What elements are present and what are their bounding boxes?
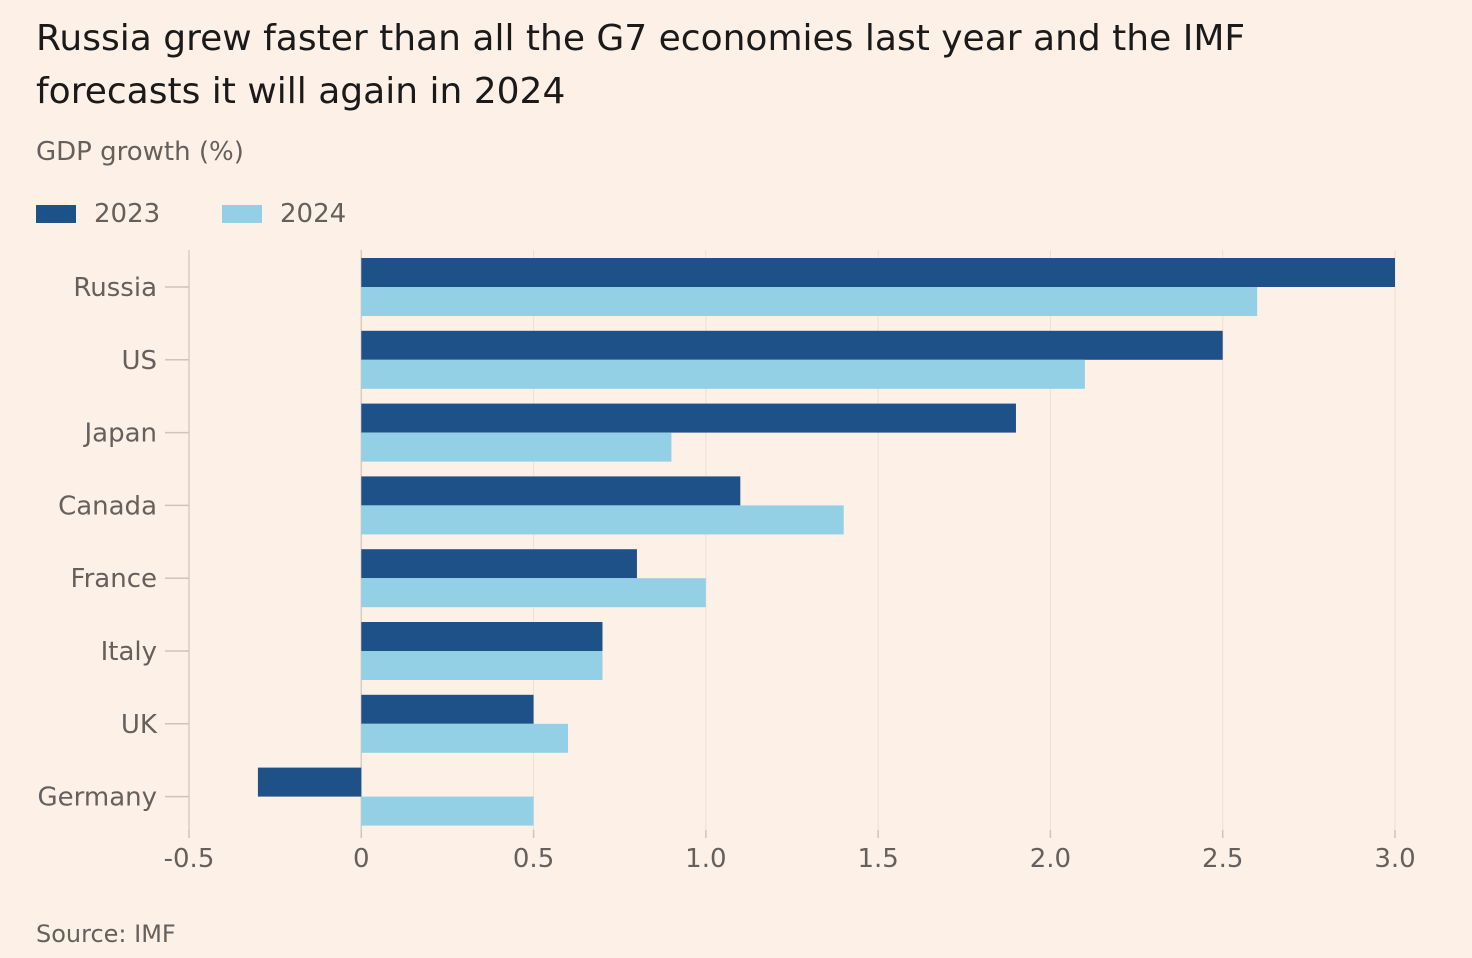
bar-2024-france xyxy=(361,578,706,608)
bar-2024-canada xyxy=(361,505,844,535)
x-tick-label: 1.5 xyxy=(857,844,898,874)
category-label: Japan xyxy=(82,419,157,449)
category-label: France xyxy=(71,564,157,594)
legend-item-2023: 2023 xyxy=(36,198,160,230)
category-label: UK xyxy=(121,710,158,740)
x-tick-label: 2.5 xyxy=(1202,844,1243,874)
legend-swatch-2024 xyxy=(222,205,262,223)
category-label: Canada xyxy=(58,491,157,521)
bar-2024-germany xyxy=(361,796,534,826)
bar-2024-japan xyxy=(361,432,672,462)
category-label: Russia xyxy=(73,273,157,303)
bar-chart: -0.5 0 0.5 1.0 1.5 2.0 2.5 3.0 Russia US Japan Cana… xyxy=(37,250,1416,874)
bar-2024-italy xyxy=(361,651,603,680)
bar-2024-russia xyxy=(361,287,1258,316)
legend-label-2023: 2023 xyxy=(94,199,161,229)
x-tick-label: 2.0 xyxy=(1030,844,1071,874)
bar-2024-uk xyxy=(361,723,569,753)
legend-label-2024: 2024 xyxy=(280,199,347,229)
bar-2023-us xyxy=(361,330,1223,360)
chart-subtitle: GDP growth (%) xyxy=(36,137,244,167)
x-tick-label: 3.0 xyxy=(1374,844,1415,874)
bar-2023-uk xyxy=(361,694,534,724)
x-tick-label: -0.5 xyxy=(164,844,215,874)
bar-2023-france xyxy=(361,549,637,579)
bar-2023-japan xyxy=(361,403,1016,433)
category-label: US xyxy=(121,346,157,376)
x-tick-label: 0 xyxy=(353,844,370,874)
x-tick-label: 1.0 xyxy=(685,844,726,874)
chart-title: Russia grew faster than all the G7 econo… xyxy=(36,18,1246,112)
source-note: Source: IMF xyxy=(36,920,176,948)
bar-2023-canada xyxy=(361,476,741,506)
legend-swatch-2023 xyxy=(36,205,76,223)
category-label: Italy xyxy=(101,637,157,667)
category-label: Germany xyxy=(37,783,157,813)
bar-2024-us xyxy=(361,359,1085,389)
bar-2023-russia xyxy=(361,258,1396,287)
legend-item-2024: 2024 xyxy=(222,198,346,230)
bar-2023-italy xyxy=(361,622,603,651)
bar-2023-germany xyxy=(257,767,362,797)
x-tick-label: 0.5 xyxy=(513,844,554,874)
